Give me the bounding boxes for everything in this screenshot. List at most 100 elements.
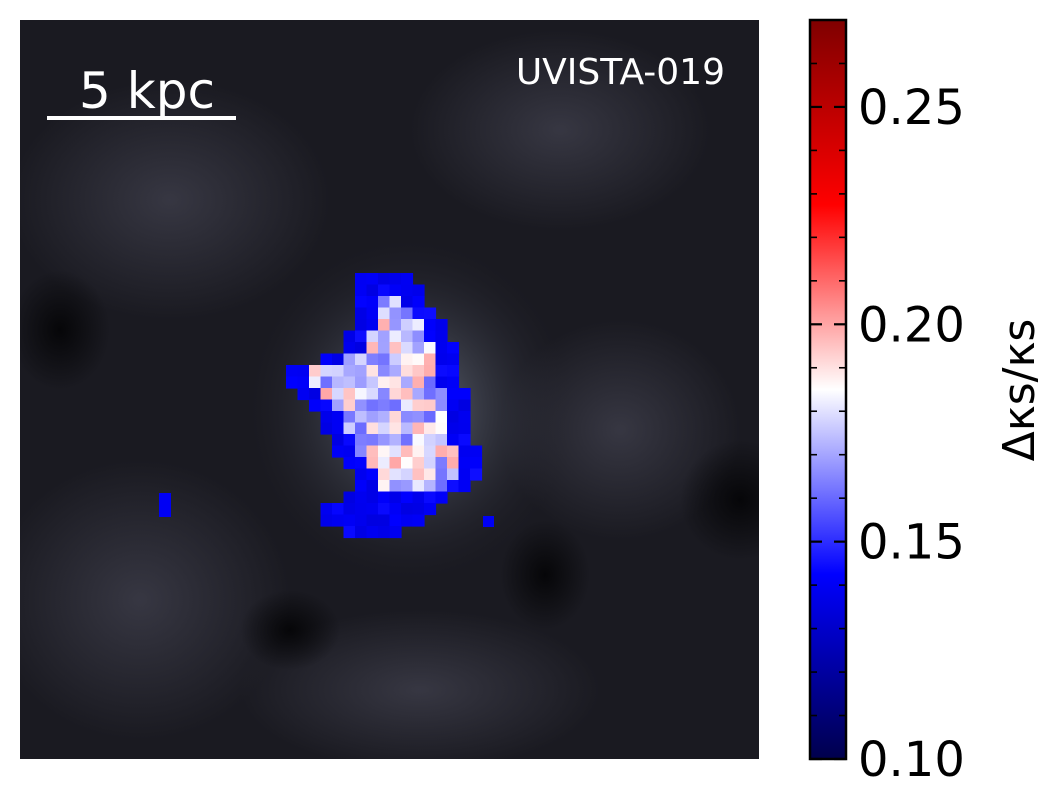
- map-pixel: [483, 516, 494, 527]
- map-pixel: [378, 273, 391, 286]
- map-pixel: [447, 468, 460, 481]
- map-pixel: [320, 422, 333, 435]
- map-pixel: [355, 457, 368, 470]
- map-pixel: [458, 480, 471, 493]
- map-pixel: [378, 480, 391, 493]
- map-pixel: [355, 503, 368, 516]
- map-pixel: [435, 434, 448, 447]
- map-pixel: [366, 399, 379, 412]
- map-pixel: [378, 365, 391, 378]
- map-pixel: [355, 388, 368, 401]
- map-pixel: [401, 491, 414, 504]
- map-pixel: [389, 434, 402, 447]
- map-pixel: [458, 388, 471, 401]
- map-pixel: [366, 411, 379, 424]
- map-pixel: [355, 376, 368, 389]
- map-pixel: [401, 422, 414, 435]
- map-pixel: [343, 388, 356, 401]
- map-pixel: [332, 399, 345, 412]
- map-pixel: [378, 353, 391, 366]
- background-noise: [20, 270, 110, 390]
- map-pixel: [366, 526, 379, 539]
- map-pixel: [332, 411, 345, 424]
- map-pixel: [320, 388, 333, 401]
- colorbar-tick-label: 0.20: [858, 297, 965, 353]
- map-pixel: [355, 273, 368, 286]
- map-pixel: [389, 296, 402, 309]
- map-pixel: [401, 296, 414, 309]
- map-pixel: [424, 319, 437, 332]
- map-pixel: [435, 468, 448, 481]
- map-pixel: [424, 388, 437, 401]
- map-pixel: [366, 296, 379, 309]
- map-pixel: [389, 388, 402, 401]
- map-pixel: [355, 365, 368, 378]
- map-pixel: [412, 457, 425, 470]
- map-pixel: [412, 480, 425, 493]
- map-pixel: [424, 342, 437, 355]
- scale-bar-label: 5 kpc: [79, 62, 215, 120]
- map-pixel: [435, 365, 448, 378]
- map-pixel: [378, 284, 391, 297]
- map-pixel: [389, 526, 402, 539]
- map-pixel: [355, 468, 368, 481]
- map-pixel: [366, 376, 379, 389]
- map-pixel: [378, 319, 391, 332]
- map-pixel: [412, 330, 425, 343]
- colorbar-tick-label: 0.10: [858, 732, 965, 788]
- colorbar-label: Δκs/κs: [994, 319, 1045, 462]
- map-pixel: [378, 491, 391, 504]
- map-pixel: [424, 480, 437, 493]
- map-pixel: [401, 330, 414, 343]
- map-pixel: [412, 376, 425, 389]
- map-pixel: [378, 296, 391, 309]
- map-pixel: [401, 273, 414, 286]
- map-pixel: [424, 491, 437, 504]
- map-pixel: [447, 399, 460, 412]
- map-pixel: [332, 422, 345, 435]
- map-pixel: [366, 434, 379, 447]
- map-pixel: [378, 422, 391, 435]
- map-pixel: [309, 399, 322, 412]
- map-pixel: [447, 480, 460, 493]
- map-pixel: [401, 411, 414, 424]
- map-pixel: [355, 445, 368, 458]
- scale-bar: 5 kpc: [47, 62, 236, 120]
- map-pixel: [424, 468, 437, 481]
- map-pixel: [355, 434, 368, 447]
- map-pixel: [355, 399, 368, 412]
- map-pixel: [366, 307, 379, 320]
- map-pixel: [343, 342, 356, 355]
- map-pixel: [309, 376, 322, 389]
- background-noise: [20, 460, 290, 740]
- map-pixel: [343, 457, 356, 470]
- map-pixel: [389, 376, 402, 389]
- map-pixel: [470, 445, 483, 458]
- map-pixel: [389, 319, 402, 332]
- map-pixel: [320, 411, 333, 424]
- map-pixel: [401, 307, 414, 320]
- map-pixel: [412, 468, 425, 481]
- map-pixel: [378, 376, 391, 389]
- colorbar-tick-label: 0.25: [858, 80, 965, 136]
- map-pixel: [332, 434, 345, 447]
- map-pixel: [320, 514, 333, 527]
- map-pixel: [401, 319, 414, 332]
- map-pixel: [355, 284, 368, 297]
- map-pixel: [389, 307, 402, 320]
- map-pixel: [401, 399, 414, 412]
- map-pixel: [458, 468, 471, 481]
- map-pixel: [332, 514, 345, 527]
- map-pixel: [332, 353, 345, 366]
- map-pixel: [332, 365, 345, 378]
- map-pixel: [355, 422, 368, 435]
- map-pixel: [378, 503, 391, 516]
- map-pixel: [389, 422, 402, 435]
- map-pixel: [435, 330, 448, 343]
- map-pixel: [366, 445, 379, 458]
- map-pixel: [424, 353, 437, 366]
- map-pixel: [343, 330, 356, 343]
- map-pixel: [378, 526, 391, 539]
- map-pixel: [343, 491, 356, 504]
- image-panel: 5 kpc UVISTA-019: [20, 20, 759, 759]
